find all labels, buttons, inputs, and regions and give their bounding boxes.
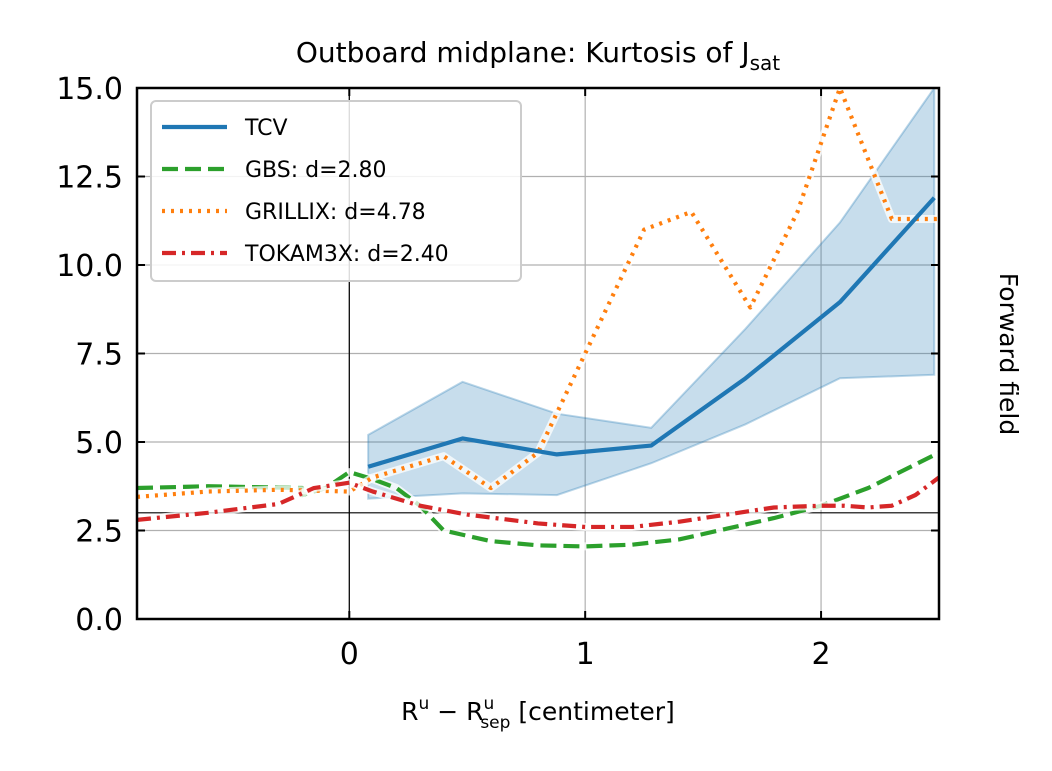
x-axis-label-r: R [401, 697, 418, 726]
y-tick-label-0: 0.0 [75, 603, 123, 638]
legend-box [150, 100, 522, 282]
series-lines [137, 88, 939, 551]
x-axis-label: Ru − Ru sep [centimeter] [401, 694, 675, 733]
y-tick-label-1: 2.5 [75, 515, 123, 550]
legend-entries: TCV GBS: d=2.80 GRILLIX: d=4.78 TOKAM3X: d=… [162, 116, 449, 267]
y-tick-label-6: 15.0 [56, 72, 123, 107]
chart-title-subscript: sat [750, 51, 781, 75]
y-tick-label-5: 12.5 [56, 161, 123, 196]
legend: TCV GBS: d=2.80 GRILLIX: d=4.78 TOKAM3X: d=… [150, 100, 522, 282]
x-axis-label-rsep-sub: sep [480, 713, 510, 733]
legend-label-2: GRILLIX: d=4.78 [245, 200, 426, 225]
legend-label-0: TCV [244, 116, 288, 141]
axis-ticks: 0 1 2 0.0 2.5 5.0 7.5 10.0 12.5 15.0 [56, 72, 939, 672]
series-line-3 [137, 475, 939, 530]
y-tick-label-2: 5.0 [75, 426, 123, 461]
legend-label-3: TOKAM3X: d=2.40 [244, 242, 449, 267]
y-tick-label-3: 7.5 [75, 338, 123, 373]
chart-title-main: Outboard midplane: Kurtosis of J [296, 36, 750, 69]
tcv-uncertainty-band [367, 88, 936, 500]
tcv-band-area [367, 88, 936, 500]
x-tick-label-2: 2 [812, 637, 831, 672]
x-axis-label-unit: [centimeter] [510, 697, 674, 726]
chart-title: Outboard midplane: Kurtosis of Jsat [296, 36, 780, 75]
series-line-0 [367, 196, 936, 469]
x-axis-label-rsep-sup: u [484, 694, 495, 714]
x-tick-label-0: 0 [340, 637, 359, 672]
legend-label-1: GBS: d=2.80 [245, 158, 387, 183]
right-panel-label: Forward field [994, 273, 1023, 435]
x-axis-label-r-sup: u [419, 694, 430, 714]
x-axis-label-minus: − R [429, 697, 483, 726]
x-tick-label-1: 1 [576, 637, 595, 672]
y-tick-label-4: 10.0 [56, 249, 123, 284]
